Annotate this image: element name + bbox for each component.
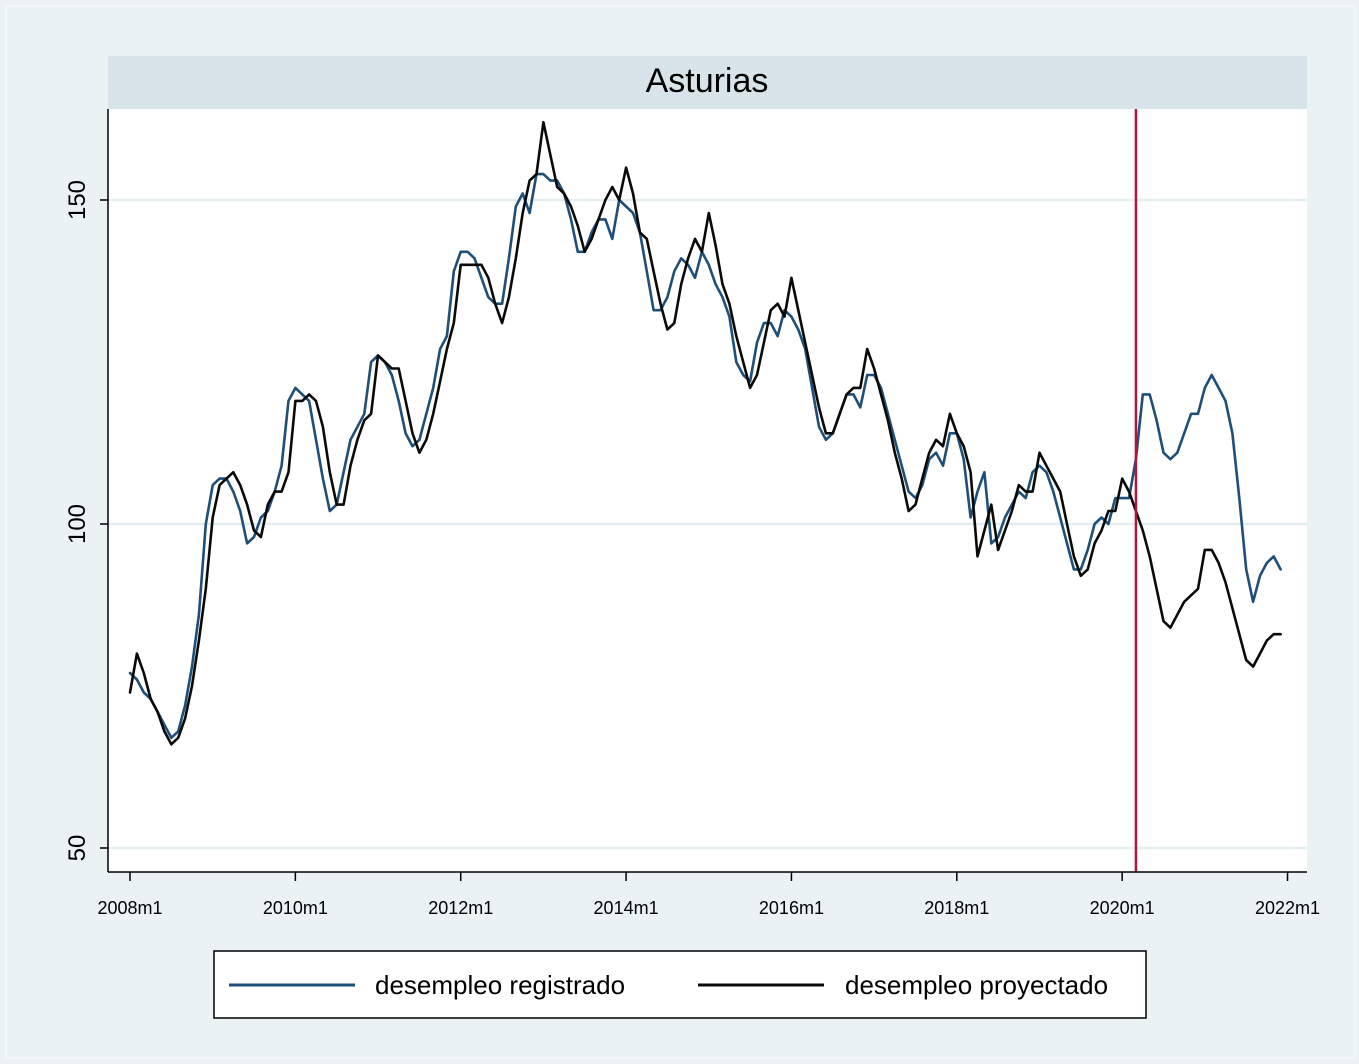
x-tick-label: 2022m1 (1255, 898, 1320, 918)
x-tick-label: 2014m1 (594, 898, 659, 918)
x-tick-label: 2012m1 (428, 898, 493, 918)
y-tick-label: 100 (64, 504, 91, 544)
legend-box (213, 950, 1147, 1019)
series-line-registrado (128, 172, 1282, 740)
legend-label-proyectado: desempleo proyectado (845, 970, 1108, 1000)
series-group (128, 120, 1282, 746)
x-tick-label: 2020m1 (1090, 898, 1155, 918)
x-axis: 2008m1 2010m1 2012m1 2014m1 2016m1 2018m1 2020… (97, 872, 1320, 918)
x-tick-label: 2018m1 (924, 898, 989, 918)
legend-label-registrado: desempleo registrado (375, 970, 625, 1000)
y-tick-label: 150 (64, 180, 91, 220)
x-tick-label: 2010m1 (263, 898, 328, 918)
series-line-proyectado (128, 120, 1282, 746)
x-tick-label: 2008m1 (97, 898, 162, 918)
plot-area (108, 109, 1307, 872)
y-tick-label: 50 (64, 835, 91, 862)
y-axis: 50 100 150 (64, 180, 108, 861)
chart-title: Asturias (646, 62, 769, 100)
title-strip (108, 56, 1307, 109)
x-tick-label: 2016m1 (759, 898, 824, 918)
